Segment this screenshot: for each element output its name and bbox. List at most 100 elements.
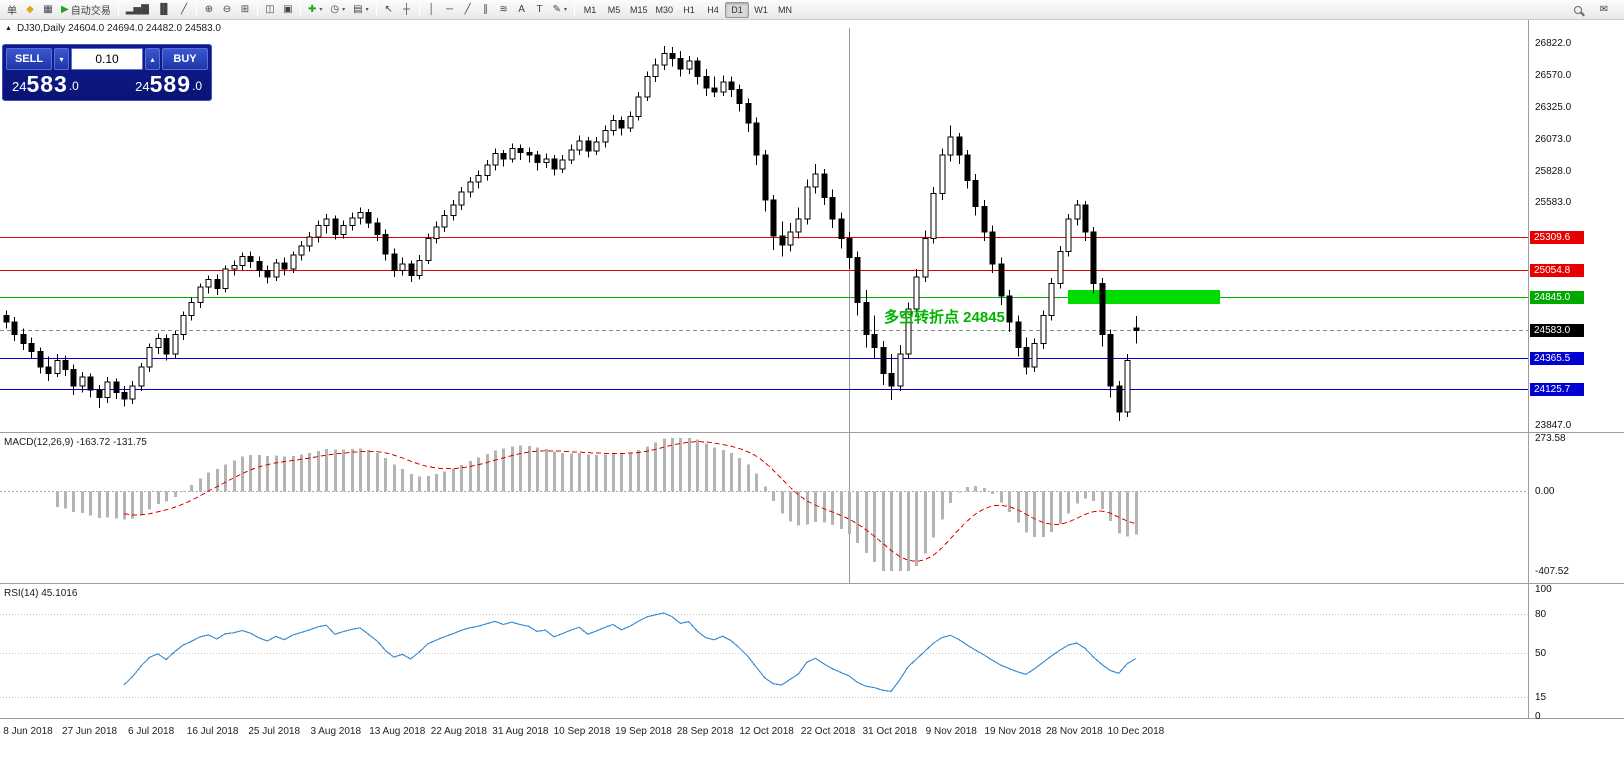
toolbar-separator [117,3,119,16]
bar-chart-button[interactable]: ▂▅▇ [122,2,153,18]
volume-decrease-button[interactable]: ▾ [54,48,69,70]
text-tool[interactable]: A [513,2,531,18]
volume-increase-button[interactable]: ▴ [145,48,160,70]
date-axis-label: 25 Jul 2018 [248,726,301,737]
add-indicator-button-dropdown-icon[interactable]: ▾ [319,7,323,13]
price-axis[interactable]: 26822.0 26570.0 26325.0 26073.0 25828.0 25583… [1529,20,1624,722]
sell-button[interactable]: SELL [6,48,52,70]
zoom-out-button[interactable]: ⊖ [218,2,236,18]
timeframe-h4[interactable]: H4 [701,2,725,18]
timeframe-d1[interactable]: D1 [725,1,750,18]
sell-price-fraction: .0 [68,79,79,93]
zoom-in-button[interactable]: ⊕ [200,2,218,18]
macd-indicator-label: MACD(12,26,9) -163.72 -131.75 [4,437,147,448]
horizontal-line-tool[interactable]: ─ [441,2,459,18]
cursor-tool[interactable]: ↖ [380,2,398,18]
timeframe-d1-label: D1 [731,4,743,15]
shapes-tool-dropdown-icon[interactable]: ▾ [563,7,567,13]
brand-icon-button[interactable]: ◆ [21,2,39,18]
trendline-tool[interactable]: ╱ [459,2,477,18]
price-axis-label: 26822.0 [1535,38,1572,49]
tile-windows-button[interactable]: ⊞ [236,2,254,18]
date-axis-label: 10 Dec 2018 [1107,726,1165,737]
autotrading-button-label: 自动交易 [70,6,111,17]
sell-price-big-digits: 583 [26,71,68,97]
label-tool[interactable]: T [531,2,549,18]
templates-button-icon: ▤ [353,3,363,15]
rsi-axis-label: 0 [1535,711,1541,722]
rsi-axis-label: 80 [1535,609,1547,621]
date-axis[interactable]: 8 Jun 2018 27 Jun 2018 6 Jul 2018 16 Jul 20… [0,719,1624,749]
collapse-triangle-icon[interactable]: ▲ [5,25,12,32]
cascade-windows-button[interactable]: ▣ [279,2,297,18]
rsi-axis-label: 100 [1535,584,1552,595]
brand-icon-button-icon: ◆ [26,3,34,15]
templates-button[interactable]: ▤ ▾ [349,2,372,18]
macd-pane-splitter[interactable] [0,432,1624,433]
timeframe-mn[interactable]: MN [773,2,797,18]
templates-button-dropdown-icon[interactable]: ▾ [365,7,369,13]
fibonacci-tool-icon: ≋ [499,3,508,15]
price-axis-border [1528,20,1529,719]
add-indicator-button[interactable]: ✚ ▾ [304,2,326,18]
candlestick-chart-button[interactable]: ▐▌ [153,2,175,18]
messages-button[interactable]: ✉ [1595,2,1613,18]
price-axis-label: 23847.0 [1535,420,1572,431]
date-axis-label: 12 Oct 2018 [739,726,794,737]
crosshair-tool[interactable]: ┼ [398,2,416,18]
price-level-badge: 24125.7 [1530,383,1584,397]
price-level-badge: 25054.8 [1530,263,1584,277]
magnifier-icon [1574,5,1582,14]
new-chart-button[interactable]: ▦ [39,2,57,18]
date-axis-label: 3 Aug 2018 [310,726,362,737]
price-level-badge: 24845.0 [1530,290,1584,304]
bar-chart-button-icon: ▂▅▇ [125,3,149,15]
timeframe-w1-label: W1 [754,4,768,15]
timeframe-m30[interactable]: M30 [652,2,678,18]
toolbar-left: 单 ◆ ▦ ▶ 自动交易 ▂▅▇ ▐▌ ╱ ⊕ ⊖ ⊞ ◫ ▣ ✚ ▾ ◷ ▾ ▤ ▾ ↖ ┼ │ ─ ╱ ∥ ≋ A T ✎ ▾ M1 M5… [3,1,1569,18]
macd-pane[interactable] [0,433,1528,584]
arrange-windows-button[interactable]: ◫ [261,2,279,18]
periods-button-icon: ◷ [330,3,340,15]
timeframe-h1[interactable]: H1 [677,2,701,18]
messages-button-icon: ✉ [1599,3,1609,15]
vertical-line-tool[interactable]: │ [423,2,441,18]
timeframe-m5[interactable]: M5 [602,2,626,18]
line-chart-button[interactable]: ╱ [175,2,193,18]
shapes-tool[interactable]: ✎ ▾ [549,2,571,18]
search-button[interactable] [1569,2,1587,18]
periods-button[interactable]: ◷ ▾ [326,2,349,18]
date-axis-label: 27 Jun 2018 [62,726,118,737]
chart-title-text: DJ30,Daily 24604.0 24694.0 24482.0 24583… [16,23,221,34]
date-axis-label: 28 Nov 2018 [1045,726,1103,737]
timeframe-m15[interactable]: M15 [626,2,652,18]
rsi-pane[interactable] [0,584,1528,719]
main-price-chart[interactable]: 多空转折点 24845 [0,20,1528,433]
timeframe-m1[interactable]: M1 [578,2,602,18]
date-axis-label: 8 Jun 2018 [3,726,53,737]
rsi-axis-label: 50 [1535,647,1547,659]
toolbar-right: ✉ [1569,2,1621,18]
timeframe-w1[interactable]: W1 [749,2,773,18]
price-level-badge: 24583.0 [1530,324,1584,338]
fibonacci-tool[interactable]: ≋ [495,2,513,18]
timeframe-h4-label: H4 [707,4,719,15]
buy-button[interactable]: BUY [162,48,208,70]
buy-price-big-digits: 589 [149,71,191,97]
line-chart-button-icon: ╱ [180,3,187,15]
price-axis-label: 25828.0 [1535,165,1572,177]
sell-price-prefix: 24 [12,79,27,94]
rsi-pane-splitter[interactable] [0,583,1624,584]
rsi-axis-label: 15 [1535,691,1547,703]
orders-button[interactable]: 单 [3,2,21,18]
autotrading-button-icon: ▶ [61,3,69,15]
autotrading-button[interactable]: ▶ 自动交易 [57,2,115,18]
one-click-trading-panel: SELL ▾ 0.10 ▴ BUY 24 583.0 24 589.0 [2,44,212,101]
tile-windows-button-icon: ⊞ [240,3,250,15]
periods-button-dropdown-icon[interactable]: ▾ [342,7,346,13]
one-click-controls: SELL ▾ 0.10 ▴ BUY [6,48,208,70]
channel-tool[interactable]: ∥ [477,2,495,18]
orders-button-label: 单 [7,6,17,17]
volume-input[interactable]: 0.10 [71,48,143,70]
timeframe-m30-label: M30 [655,4,674,15]
